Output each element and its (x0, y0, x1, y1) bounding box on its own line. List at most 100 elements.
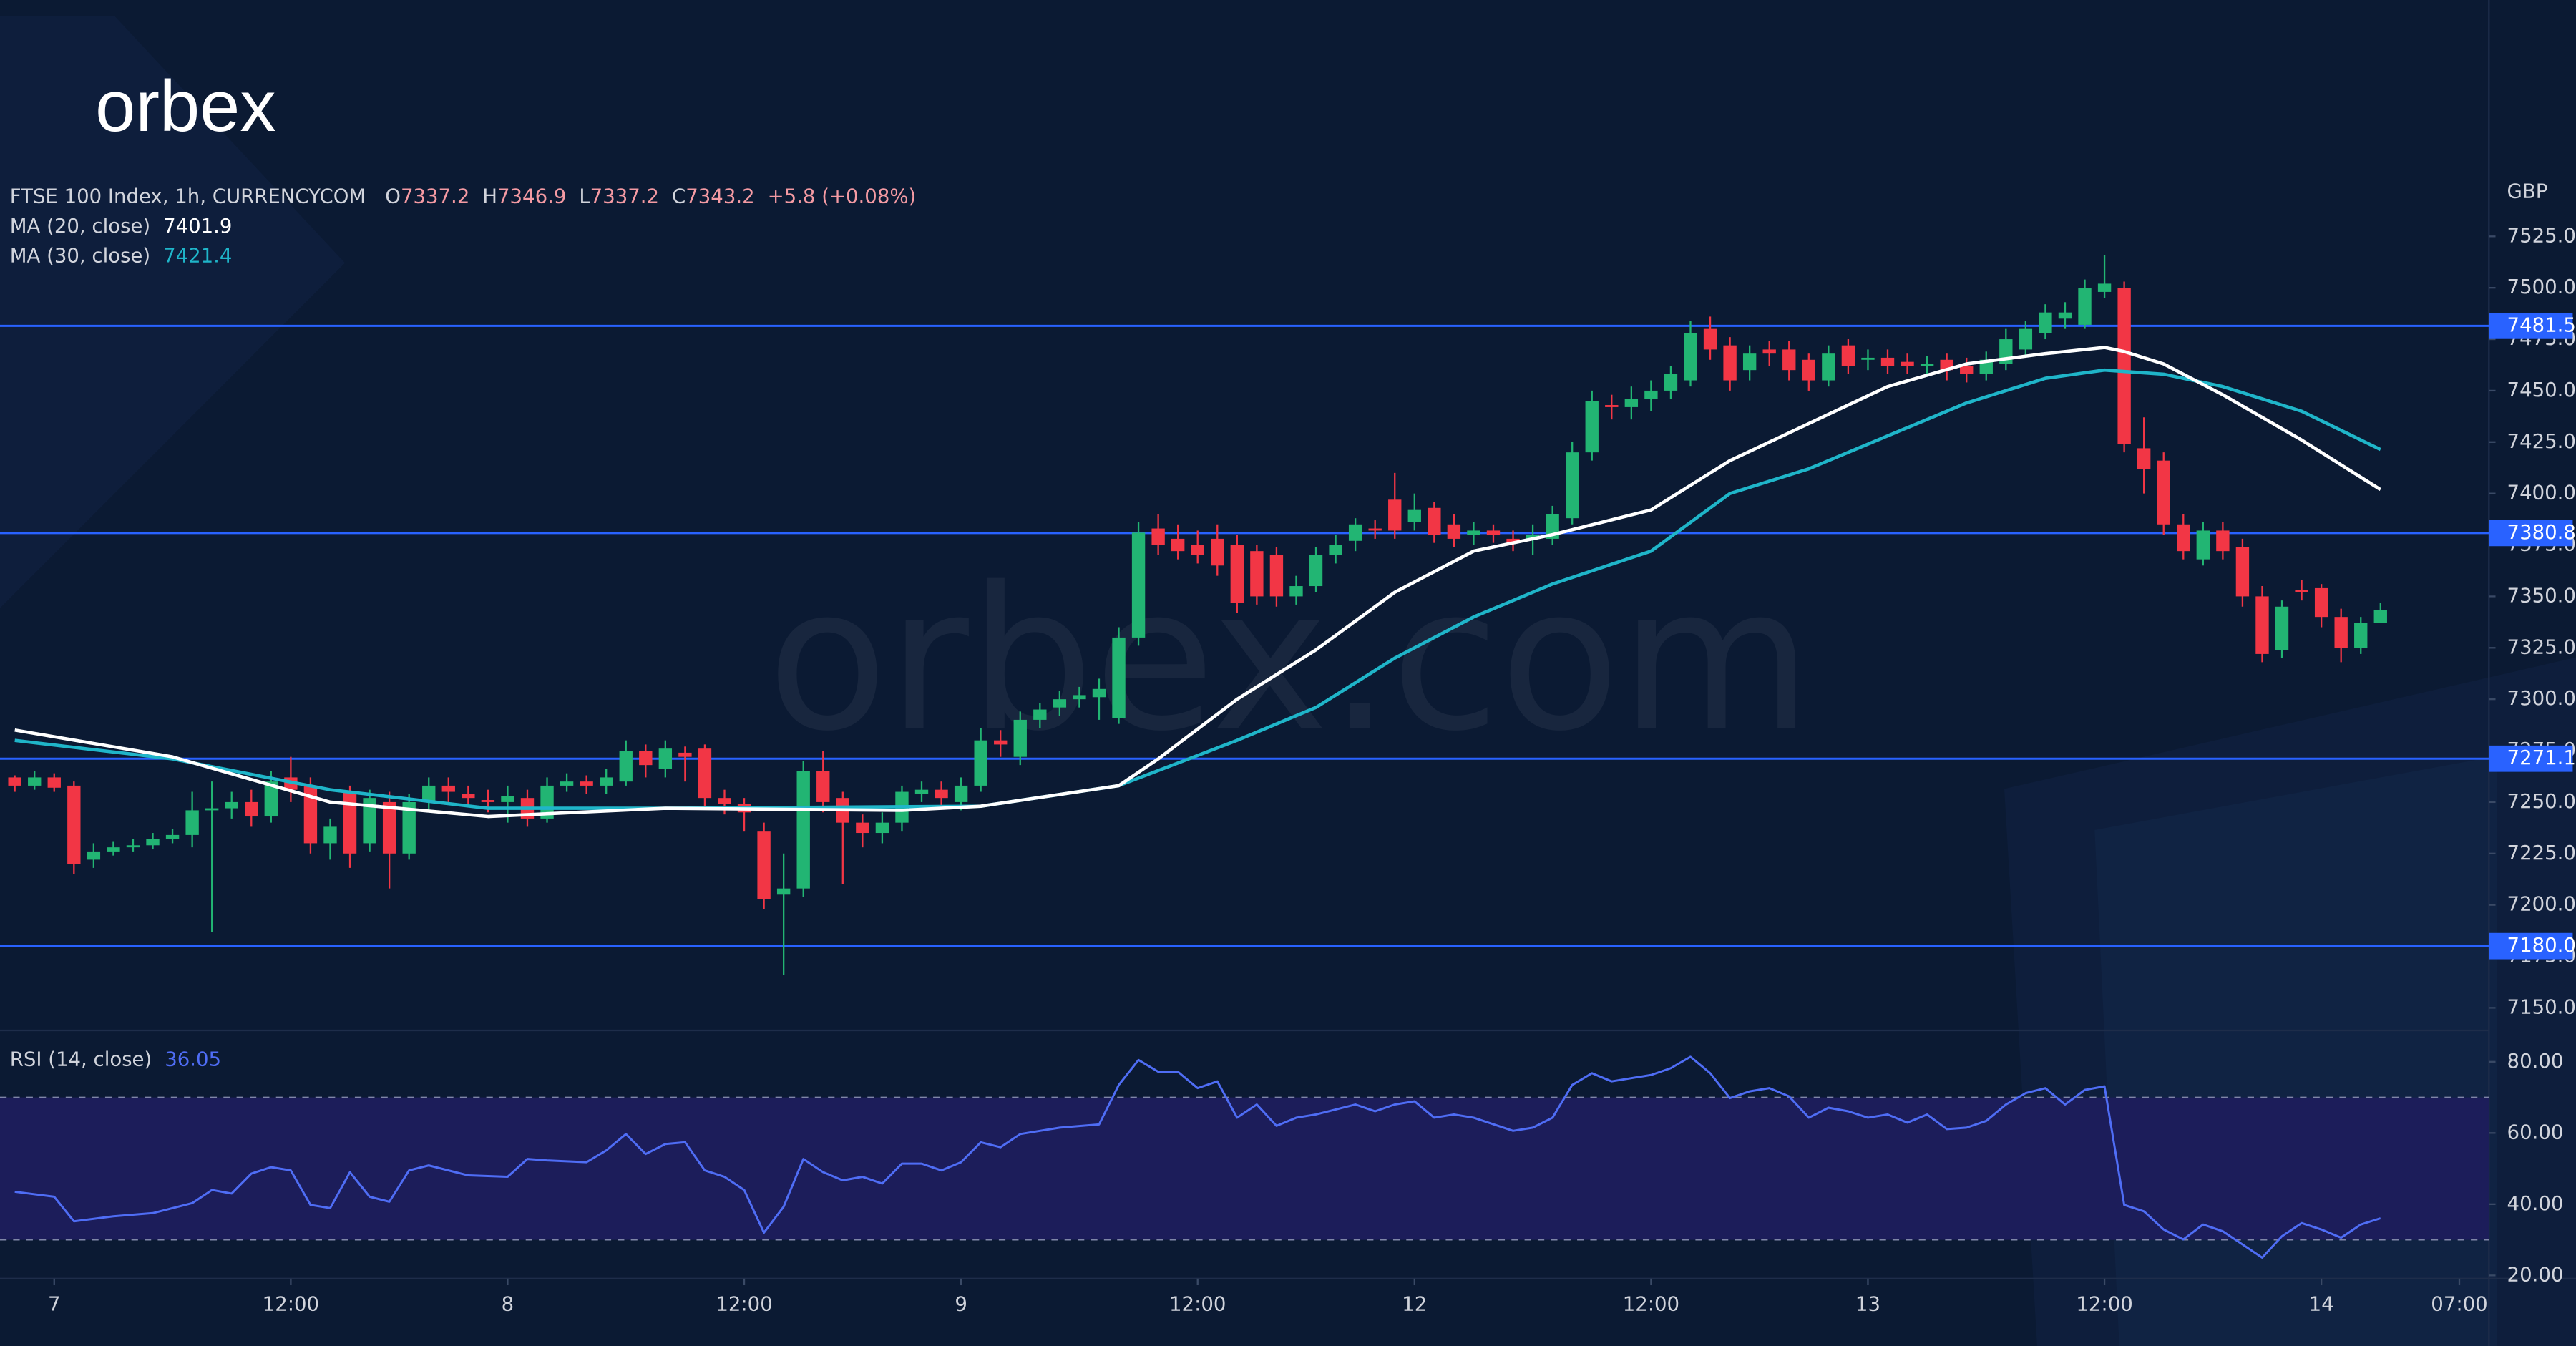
y-tick-label: 7400.0 (2507, 482, 2576, 504)
candle-body (126, 845, 140, 848)
candle-body (2097, 283, 2112, 292)
candle-body (994, 740, 1008, 745)
candle-body (402, 801, 416, 854)
candle-body (1644, 390, 1658, 399)
candle-body (1053, 699, 1067, 708)
candle-body (422, 785, 436, 802)
y-unit: GBP (2507, 180, 2548, 203)
legend-value: 7421.4 (163, 244, 232, 267)
candle-body (619, 751, 633, 782)
level-label-box (2489, 312, 2573, 339)
legend-value: 7337.2 (590, 185, 659, 208)
candle-body (816, 771, 830, 802)
rsi-line (14, 1055, 2381, 1259)
candle-body (856, 822, 869, 834)
candle-body (1171, 538, 1185, 552)
y-tick-label: 40.00 (2507, 1192, 2564, 1215)
candle-body (2373, 610, 2387, 623)
candle-body (776, 888, 791, 895)
legend-key: O (385, 185, 401, 208)
legend-key: L (579, 185, 590, 208)
x-tick-label: 14 (2309, 1293, 2334, 1316)
level-label: 7271.1 (2507, 746, 2576, 769)
candle-body (1329, 545, 1342, 555)
candle-body (107, 847, 120, 852)
candle-body (2334, 617, 2348, 648)
candle-body (2216, 530, 2230, 552)
candle-body (1624, 399, 1639, 407)
legend-value: 7343.2 (686, 185, 754, 208)
y-tick-label: 7300.0 (2507, 687, 2576, 710)
candle-body (1506, 538, 1520, 543)
y-tick-label: 7225.0 (2507, 842, 2576, 864)
legend-value: 36.05 (165, 1048, 221, 1071)
candle-body (1309, 555, 1323, 587)
candle-body (1920, 364, 1934, 366)
candle-body (954, 785, 968, 802)
candle-body (1802, 359, 1815, 381)
candle-body (1605, 405, 1619, 407)
candle-body (2078, 288, 2092, 325)
x-tick-label: 12 (1402, 1293, 1427, 1316)
candle-body (1191, 545, 1204, 555)
y-tick-label: 7425.0 (2507, 430, 2576, 453)
candle-body (1211, 538, 1224, 566)
candle-body (245, 801, 258, 817)
candle-body (1033, 709, 1047, 720)
legend-ma: MA (30, close) 7421.4 (10, 244, 233, 267)
candle-body (363, 798, 376, 844)
candle-body (1131, 532, 1146, 638)
level-label: 7380.8 (2507, 521, 2576, 544)
candle-body (1762, 349, 1776, 354)
candle-body (1566, 452, 1579, 519)
candle-body (1467, 530, 1480, 535)
candle-body (303, 785, 318, 844)
y-tick-label: 7500.0 (2507, 275, 2576, 298)
candle-body (87, 851, 101, 860)
y-tick-label: 7150.0 (2507, 995, 2576, 1018)
candle-body (1901, 361, 1914, 366)
legend-name: RSI (14, close) (10, 1048, 152, 1071)
candle-body (1782, 349, 1796, 371)
candle-body (875, 822, 889, 834)
candle-body (540, 785, 554, 819)
candle-body (323, 826, 337, 844)
legend-key: H (482, 185, 497, 208)
candle-body (1486, 530, 1501, 535)
candle-body (2117, 288, 2131, 444)
candle-body (1526, 535, 1540, 539)
candle-body (1447, 524, 1461, 539)
candle-body (2295, 590, 2308, 592)
candle-body (1269, 555, 1284, 597)
x-tick-label: 12:00 (263, 1293, 319, 1316)
candle-body (1723, 345, 1737, 381)
candle-body (2354, 623, 2368, 648)
candle-body (1428, 507, 1441, 535)
candle-body (2039, 312, 2052, 333)
candle-body (1151, 528, 1165, 545)
y-tick-label: 7350.0 (2507, 584, 2576, 607)
candle-body (462, 794, 475, 799)
legend-ma: MA (20, close) 7401.9 (10, 215, 233, 238)
candle-body (974, 740, 987, 786)
candle-body (1841, 345, 1855, 366)
candle-body (1684, 333, 1697, 381)
candle-body (1092, 688, 1106, 698)
candle-body (47, 777, 61, 788)
candle-body (600, 777, 613, 786)
candle-body (639, 751, 653, 766)
x-tick-label: 9 (955, 1293, 967, 1316)
x-tick-label: 12:00 (1623, 1293, 1679, 1316)
candle-body (2177, 524, 2190, 552)
candle-body (501, 796, 514, 802)
candle-body (2157, 460, 2170, 525)
candle-body (678, 752, 692, 757)
ma-line (14, 368, 2381, 810)
candle-body (264, 781, 278, 817)
candle-body (165, 834, 180, 839)
rsi-band (0, 1097, 2489, 1240)
candle-body (2314, 587, 2328, 618)
x-tick-label: 07:00 (2431, 1293, 2487, 1316)
candle-body (1861, 357, 1875, 360)
